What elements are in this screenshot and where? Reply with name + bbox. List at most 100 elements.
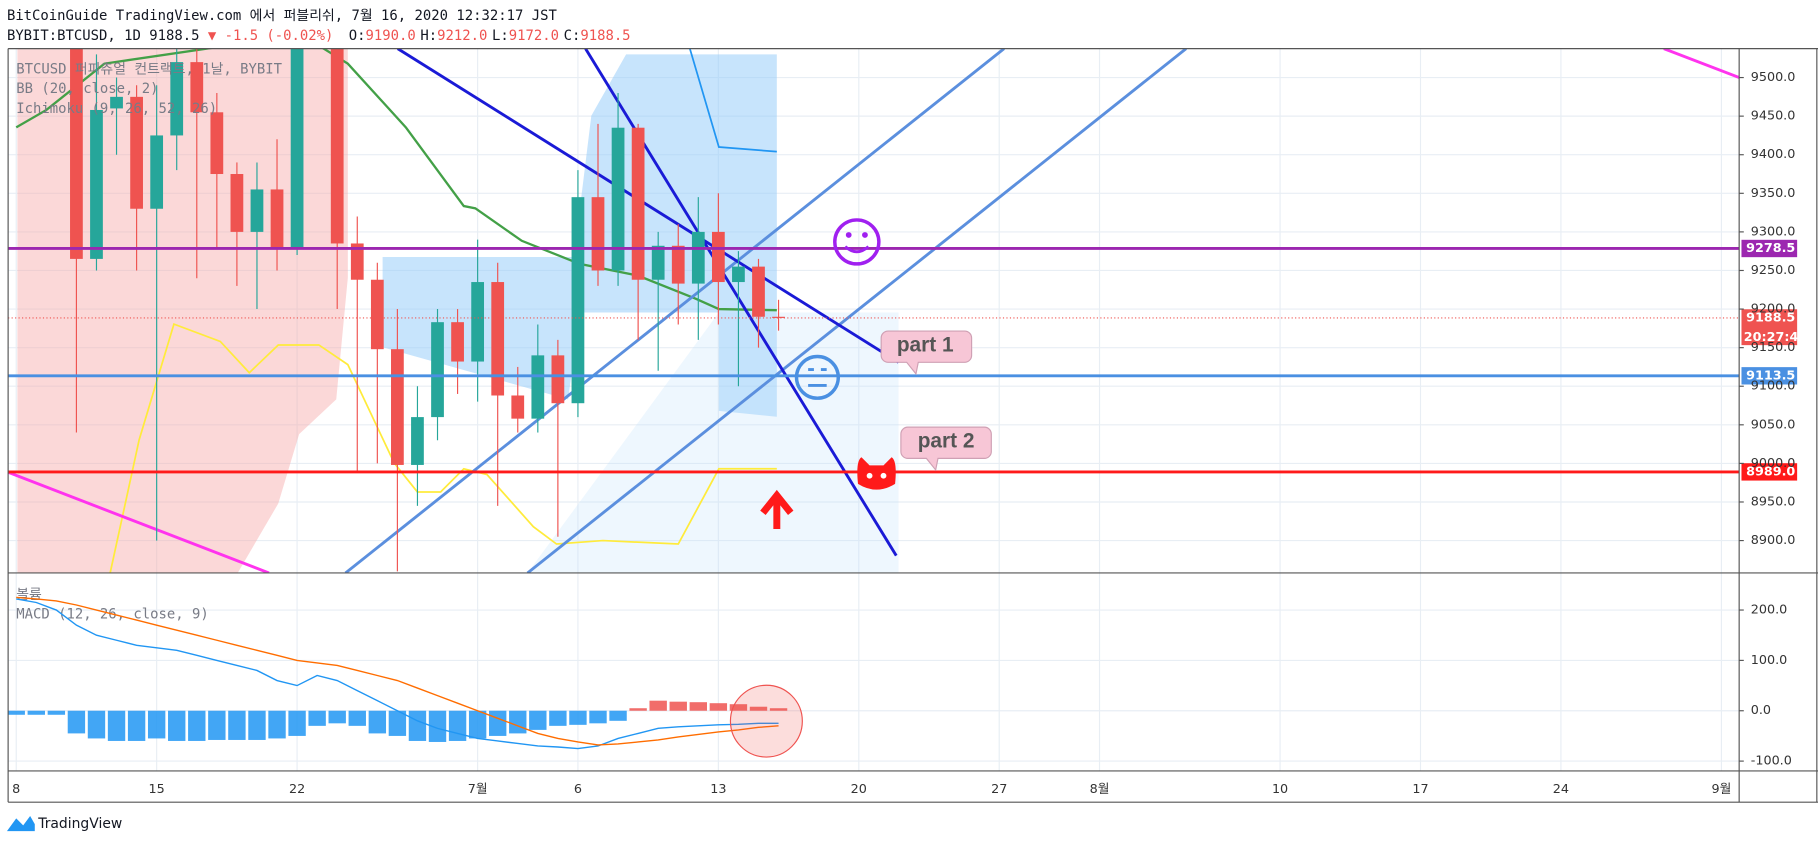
histogram-bar: [589, 710, 607, 724]
axes: 8 15 22 7월 6 13 20 27 8월 10 17 24 9월 8900.0 8950.0 9000…: [12, 70, 1795, 797]
candle-body: [471, 282, 485, 362]
ohlc-value: 9188.5: [580, 28, 630, 44]
candle-body: [691, 231, 705, 284]
trend-line: [344, 48, 1005, 573]
callout: [880, 330, 973, 376]
callout: [900, 426, 992, 472]
candle-body: [411, 417, 424, 465]
legend: BB (20, close, 2): [16, 81, 158, 97]
histogram-bar: [107, 710, 126, 741]
price-tag: [1741, 367, 1798, 385]
histogram-bar: [529, 710, 547, 730]
histogram-bar: [448, 710, 467, 741]
macd-line: [16, 596, 779, 746]
histogram-bar: [348, 710, 366, 726]
candle-body: [190, 62, 204, 113]
candle-body: [551, 355, 565, 404]
base-line: [15, 48, 777, 312]
histogram-bar: [228, 710, 246, 740]
y-tick-label: 9350.0: [1751, 186, 1796, 201]
histogram-bar: [147, 710, 166, 739]
y-tick-label: 9250.0: [1751, 263, 1796, 278]
ohlc-key: O:: [349, 28, 366, 44]
price-tag: [1741, 239, 1798, 258]
x-tick-label: 8: [12, 782, 20, 797]
highlight-circle: [729, 684, 803, 758]
histogram-bar: [689, 702, 708, 711]
cat-icon: [857, 457, 896, 490]
trend-line: [8, 470, 270, 573]
price-tag-label: 9278.5: [1746, 241, 1795, 256]
neutral-icon: [794, 354, 841, 400]
x-tick-label: 6: [574, 782, 582, 797]
histogram-bar: [669, 701, 687, 711]
x-tick-label: 24: [1553, 782, 1569, 797]
histogram-bar: [127, 710, 146, 741]
histogram-bar: [388, 710, 407, 736]
macd-plot: [8, 596, 788, 750]
ohlc-value: 9212.0: [437, 28, 487, 44]
bb-upper: [689, 48, 777, 153]
candle-body: [491, 282, 505, 396]
histogram-bar: [408, 710, 427, 741]
change: ▼ -1.5 (-0.02%): [208, 28, 334, 44]
price-tag-label: 8989.0: [1746, 464, 1795, 479]
brand: TradingView: [37, 816, 122, 832]
countdown: 20:27:45: [1744, 330, 1807, 345]
price-tag-label: 9113.5: [1746, 368, 1795, 383]
price-tag: [1741, 309, 1798, 346]
candle-body: [752, 266, 765, 317]
trend-line: [1663, 48, 1740, 79]
candle-body: [772, 316, 785, 318]
y-tick-label: 9200.0: [1751, 302, 1796, 317]
macd-line: [16, 598, 779, 750]
y-tick-label: 9400.0: [1751, 147, 1796, 162]
eye: [866, 472, 873, 479]
histogram-bar: [629, 708, 647, 711]
candle-body: [130, 96, 143, 209]
ohlc-value: 9172.0: [509, 28, 559, 44]
candle-body: [671, 245, 685, 284]
y-tick-label: -100.0: [1751, 754, 1792, 769]
eye: [880, 472, 887, 479]
candle-body: [651, 245, 665, 280]
ohlc-key: C:: [564, 28, 581, 44]
y-tick-label: 0.0: [1751, 703, 1771, 718]
ohlc-key: L:: [492, 28, 509, 44]
x-tick-label: 10: [1272, 782, 1288, 797]
histogram-bar: [709, 703, 728, 711]
histogram-bar: [769, 708, 788, 711]
x-tick-label: 8월: [1090, 782, 1110, 797]
histogram-bar: [468, 710, 487, 739]
ohlc-key: H:: [420, 28, 437, 44]
histogram-bar: [47, 710, 66, 715]
eye: [845, 232, 852, 238]
legend: Ichimoku (9, 26, 52, 26): [16, 101, 217, 117]
y-tick-label: 9150.0: [1751, 340, 1796, 355]
histogram-bar: [569, 710, 587, 725]
candle-body: [110, 96, 123, 109]
x-tick-label: 27: [991, 782, 1007, 797]
trend-line: [526, 48, 1188, 573]
candle-body: [70, 48, 83, 259]
candles: [70, 48, 785, 572]
candle-body: [210, 112, 224, 175]
eye: [862, 232, 868, 238]
candle-body: [230, 174, 244, 232]
x-tick-label: 9월: [1711, 782, 1731, 797]
candle-body: [451, 322, 464, 362]
histogram-bar: [67, 710, 86, 734]
candle-body: [591, 197, 605, 271]
candle-body: [391, 349, 404, 465]
histogram-bar: [749, 706, 768, 711]
candle-body: [571, 197, 585, 404]
candle-body: [350, 243, 364, 280]
candle-body: [370, 279, 384, 350]
histogram-bar: [328, 710, 346, 724]
x-tick-label: 17: [1412, 782, 1428, 797]
candle-body: [631, 127, 645, 280]
candle-body: [250, 189, 264, 232]
histogram-bar: [428, 710, 447, 742]
x-tick-label: 20: [851, 782, 867, 797]
